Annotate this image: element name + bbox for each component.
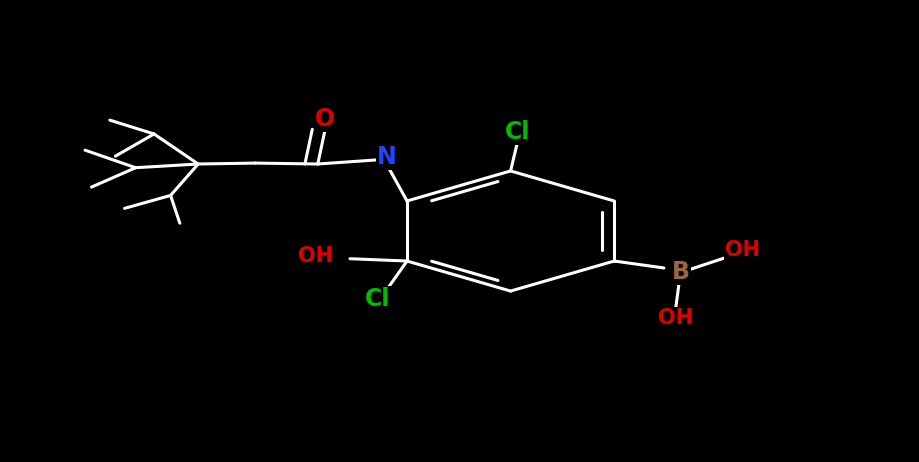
Text: B: B — [671, 260, 688, 284]
Text: OH: OH — [298, 246, 333, 267]
Text: Cl: Cl — [505, 120, 530, 144]
Text: OH: OH — [725, 240, 760, 261]
Text: O: O — [314, 107, 335, 131]
Text: Cl: Cl — [365, 287, 390, 311]
Text: N: N — [377, 145, 396, 169]
Text: OH: OH — [658, 308, 693, 328]
